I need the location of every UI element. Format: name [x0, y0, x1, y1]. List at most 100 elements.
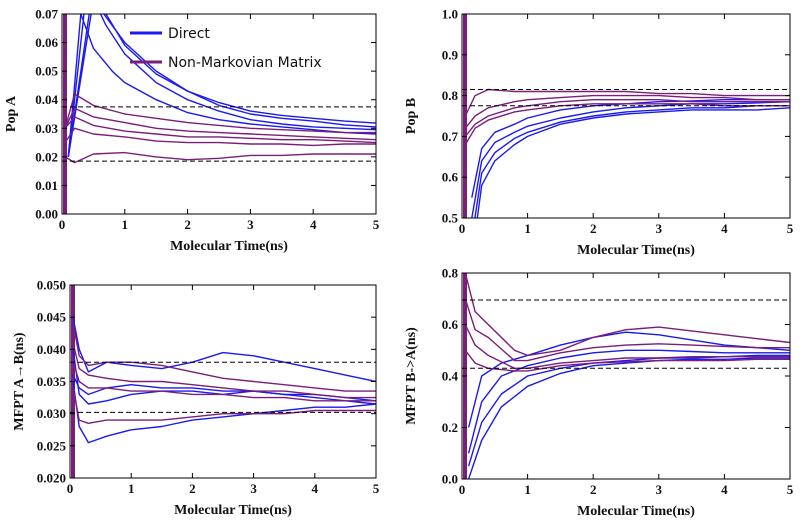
series-line-direct-4	[67, 14, 376, 157]
series-line-direct-3	[72, 349, 376, 405]
series-group	[463, 273, 790, 479]
x-tick-label: 4	[310, 217, 317, 232]
legend: Direct Non-Markovian Matrix	[130, 26, 322, 71]
x-axis-label: Molecular Time(ns)	[174, 503, 292, 518]
initial-spike	[63, 14, 67, 214]
series-line-nonmarkov-7	[64, 116, 376, 144]
y-tick-label: 0.030	[37, 406, 66, 421]
plot-frame	[461, 13, 791, 219]
series-line-nonmarkov-7	[72, 361, 376, 402]
series-line-nonmarkov-5	[64, 93, 376, 134]
x-tick-label: 1	[524, 221, 531, 236]
y-axis-label: Pop B	[404, 98, 419, 134]
y-tick-label: 0.02	[35, 149, 58, 164]
x-tick-label: 0	[459, 482, 466, 497]
series-line-direct-1	[72, 317, 376, 383]
y-tick-label: 0.01	[35, 178, 58, 193]
series-line-nonmarkov-6	[464, 298, 790, 362]
plot-frame	[61, 13, 377, 215]
panel-3: 0 1 2 3 4 5 0.020 0.025 0.030 0.035 0.040 0.045 0.05…	[12, 278, 380, 519]
x-axis-label: Molecular Time(ns)	[577, 243, 695, 258]
x-axis-label: Molecular Time(ns)	[170, 239, 288, 254]
panel-4: 0 1 2 3 4 5 0.0 0.2 0.4 0.6 0.8 Molecular Time(ns) M…	[404, 266, 794, 520]
x-tick-label: 1	[128, 481, 135, 496]
y-tick-label: 0.040	[37, 342, 66, 357]
y-tick-label: 0.8	[442, 88, 459, 103]
x-tick-label: 2	[590, 221, 597, 236]
x-tick-label: 4	[721, 221, 728, 236]
series-group	[71, 285, 376, 478]
y-axis-label: MFPT A→B(ns)	[12, 332, 27, 430]
y-tick-label: 0.6	[442, 317, 459, 332]
y-tick-label: 0.4	[442, 369, 459, 384]
y-tick-label: 0.8	[442, 266, 459, 281]
y-tick-label: 0.025	[37, 438, 67, 453]
x-tick-label: 3	[250, 481, 257, 496]
y-tick-label: 0.5	[442, 211, 459, 226]
plot-frame	[461, 272, 791, 480]
series-line-nonmarkov-6	[72, 342, 376, 399]
x-tick-label: 1	[122, 217, 129, 232]
y-tick-label: 0.0	[442, 472, 458, 487]
x-tick-label: 3	[656, 221, 663, 236]
panel-1: 0 1 2 3 4 5 0.00 0.01 0.02 0.03 0.04 0.05 0.06 0.07 Mo…	[4, 7, 380, 255]
series-line-direct-1	[67, 14, 376, 158]
series-line-nonmarkov-7	[464, 324, 790, 369]
series-line-nonmarkov-6	[464, 94, 790, 129]
y-axis-label: Pop A	[4, 95, 19, 132]
y-tick-label: 0.9	[442, 47, 459, 62]
x-tick-label: 2	[590, 482, 597, 497]
y-tick-label: 0.2	[442, 420, 458, 435]
series-group	[63, 14, 376, 214]
y-tick-label: 0.07	[35, 7, 58, 22]
legend-label-nonmarkov: Non-Markovian Matrix	[168, 55, 322, 71]
series-line-nonmarkov-5	[464, 273, 790, 357]
y-tick-label: 1.0	[442, 7, 458, 22]
x-tick-label: 0	[459, 221, 466, 236]
x-tick-label: 5	[787, 482, 794, 497]
x-axis-label: Molecular Time(ns)	[577, 504, 695, 519]
series-line-nonmarkov-5	[72, 323, 376, 392]
x-tick-label: 2	[189, 481, 196, 496]
x-tick-label: 2	[184, 217, 191, 232]
x-tick-label: 5	[373, 217, 380, 232]
series-line-direct-2	[67, 14, 376, 158]
x-tick-label: 0	[59, 217, 66, 232]
y-tick-label: 0.7	[442, 129, 459, 144]
y-tick-label: 0.050	[37, 278, 66, 293]
y-tick-label: 0.03	[35, 121, 58, 136]
y-tick-label: 0.045	[37, 310, 67, 325]
series-line-direct-3	[471, 101, 790, 218]
x-tick-label: 5	[373, 481, 380, 496]
y-tick-label: 0.020	[37, 471, 66, 486]
series-line-nonmarkov-8	[464, 103, 790, 145]
x-tick-label: 0	[67, 481, 74, 496]
x-tick-label: 3	[656, 482, 663, 497]
series-line-direct-1	[476, 107, 790, 218]
series-line-nonmarkov-6	[64, 107, 376, 141]
y-axis-label: MFPT B->A(ns)	[404, 327, 419, 425]
y-tick-label: 0.00	[35, 207, 58, 222]
plot-frame	[69, 284, 377, 479]
panel-2: 0 1 2 3 4 5 0.5 0.6 0.7 0.8 0.9 1.0 Molecular Time(n…	[404, 7, 794, 259]
y-tick-label: 0.6	[442, 170, 459, 185]
x-tick-label: 4	[721, 482, 728, 497]
y-tick-label: 0.05	[35, 64, 58, 79]
series-group	[463, 14, 790, 218]
legend-label-direct: Direct	[168, 26, 210, 42]
series-line-nonmarkov-7	[464, 99, 790, 137]
x-tick-label: 4	[312, 481, 319, 496]
series-line-direct-3	[67, 14, 376, 157]
y-tick-label: 0.04	[35, 92, 58, 107]
series-line-nonmarkov-8	[64, 127, 376, 147]
y-tick-label: 0.035	[37, 374, 67, 389]
series-line-direct-3	[467, 349, 790, 454]
initial-spike	[463, 14, 467, 218]
series-line-direct-4	[467, 331, 790, 428]
series-line-direct-2	[474, 105, 790, 218]
series-line-nonmarkov-9	[64, 151, 376, 164]
series-line-direct-2	[467, 354, 790, 467]
series-line-nonmarkov-8	[72, 387, 376, 424]
series-line-direct-1	[467, 357, 790, 479]
